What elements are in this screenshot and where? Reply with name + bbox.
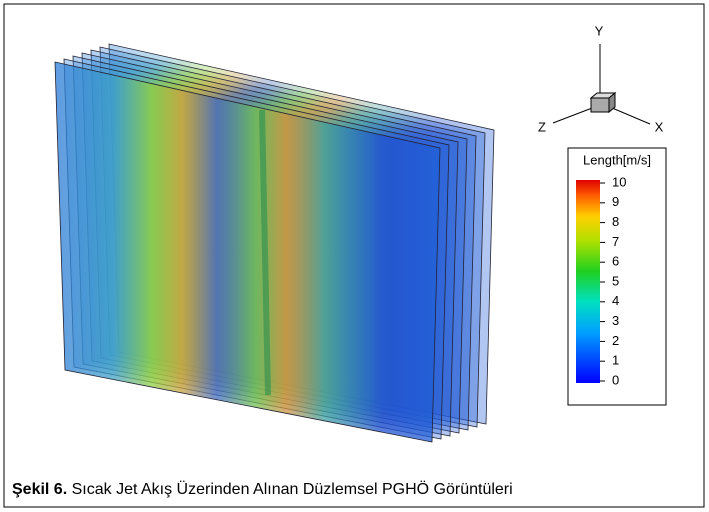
caption-text: Sıcak Jet Akış Üzerinden Alınan Düzlemse… xyxy=(72,480,513,498)
tick-label: 6 xyxy=(612,254,619,269)
figure: Y Z X Length[m/s] 0 1 2 3 4 5 6 7 8 9 10 Şekil 6. … xyxy=(0,0,709,512)
tick-label: 7 xyxy=(612,234,619,249)
colorbar xyxy=(576,180,600,383)
axis-label: Y xyxy=(595,23,604,38)
caption-label: Şekil 6. Sıcak Jet Akış Üzerinden Alınan… xyxy=(12,480,513,498)
tick-label: 9 xyxy=(612,194,619,209)
caption-label: Şekil 6. xyxy=(12,481,67,498)
tick-label: 3 xyxy=(612,313,619,328)
page: Y Z X Length[m/s] 0 1 2 3 4 5 6 7 8 9 10 Şekil 6. … xyxy=(0,0,709,512)
tick-label: 8 xyxy=(612,214,619,229)
tick-label: 4 xyxy=(612,293,619,308)
axis-triad xyxy=(553,44,650,124)
tick-label: 1 xyxy=(612,353,619,368)
colorbar-title: Length[m/s] xyxy=(583,152,651,167)
tick-label: 0 xyxy=(612,372,619,387)
axis-label: X xyxy=(655,119,664,134)
tick-label: 10 xyxy=(612,174,626,189)
slices xyxy=(55,44,494,442)
axis-label: Z xyxy=(538,119,546,134)
tick-label: 2 xyxy=(612,333,619,348)
tick-label: 5 xyxy=(612,273,619,288)
